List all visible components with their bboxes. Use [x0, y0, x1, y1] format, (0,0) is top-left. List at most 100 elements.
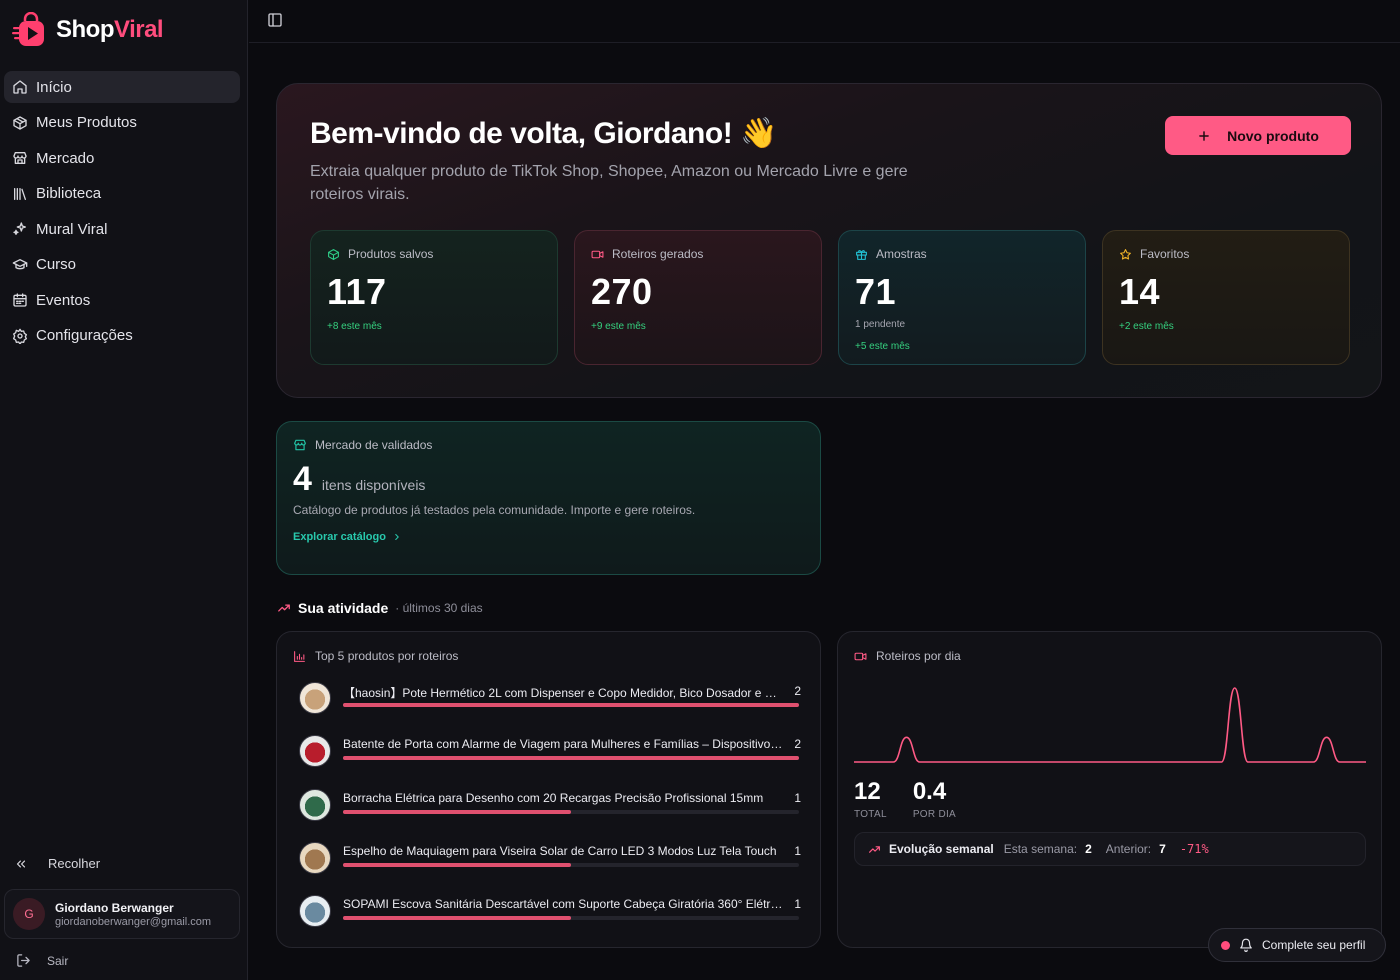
stat-delta: +9 este mês	[591, 321, 646, 332]
sidebar-item-label: Curso	[36, 256, 77, 273]
sidebar: ShopViral Início Meus Produtos Mercado B…	[0, 0, 248, 980]
stat-value: 270	[591, 271, 653, 312]
market-description: Catálogo de produtos já testados pela co…	[293, 503, 696, 517]
product-thumbnail	[299, 895, 331, 928]
product-bar-track	[343, 703, 799, 707]
market-count: 4	[293, 460, 312, 498]
sparkles-icon	[13, 222, 26, 235]
product-bar-track	[343, 756, 799, 761]
video-icon	[591, 250, 604, 258]
product-row[interactable]: Batente de Porta com Alarme de Viagem pa…	[299, 735, 801, 769]
stat-pending: 1 pendente	[855, 319, 906, 330]
sidebar-item-inicio[interactable]: Início	[4, 71, 240, 103]
collapse-button[interactable]: Recolher	[14, 856, 100, 871]
new-product-label: Novo produto	[1227, 127, 1319, 144]
welcome-hero: Bem-vindo de volta, Giordano! 👋 Extraia …	[276, 83, 1382, 398]
sidebar-item-configuracoes[interactable]: Configurações	[4, 320, 240, 352]
previous-label: Anterior:	[1105, 842, 1152, 856]
new-product-button[interactable]: Novo produto	[1165, 116, 1351, 155]
product-row[interactable]: 【haosin】Pote Hermético 2L com Dispenser …	[299, 682, 801, 716]
stat-delta: +5 este mês	[855, 341, 910, 352]
top-products-title: Top 5 produtos por roteiros	[315, 649, 459, 663]
logout-label: Sair	[47, 953, 69, 968]
product-bar-track	[343, 916, 799, 921]
store-icon	[294, 439, 306, 451]
activity-title: Sua atividade	[298, 600, 389, 616]
topbar	[249, 0, 1400, 43]
calendar-icon	[13, 293, 27, 307]
product-row[interactable]: Borracha Elétrica para Desenho com 20 Re…	[299, 788, 801, 823]
top-products-panel: Top 5 produtos por roteiros 【haosin】Pote…	[276, 631, 821, 948]
gift-icon	[856, 249, 867, 260]
status-dot	[1221, 940, 1230, 950]
user-name: Giordano Berwanger	[55, 900, 174, 915]
product-thumbnail	[299, 682, 331, 714]
product-count: 2	[794, 684, 801, 698]
sidebar-item-mercado[interactable]: Mercado	[4, 142, 240, 174]
this-week-value: 2	[1085, 842, 1092, 856]
collapse-label: Recolher	[48, 856, 101, 871]
trending-up-icon	[278, 604, 290, 612]
daily-totals: 12 TOTAL 0.4 POR DIA	[854, 778, 956, 820]
stat-card-produtos-salvos[interactable]: Produtos salvos 117 +8 este mês	[310, 230, 558, 365]
plus-icon	[1199, 130, 1209, 141]
trending-up-icon	[869, 845, 880, 853]
stat-label: Amostras	[876, 247, 927, 261]
sidebar-nav: Início Meus Produtos Mercado Biblioteca …	[4, 71, 240, 355]
product-row[interactable]: Espelho de Maquiagem para Viseira Solar …	[299, 841, 801, 876]
product-thumbnail	[299, 735, 331, 768]
validated-market-card: Mercado de validados 4 itens disponíveis…	[276, 421, 821, 575]
chevrons-left-icon	[16, 860, 26, 867]
explore-catalog-label: Explorar catálogo	[293, 531, 386, 543]
stat-delta: +8 este mês	[327, 321, 382, 332]
sidebar-toggle-icon[interactable]	[267, 12, 283, 28]
per-day-label: POR DIA	[912, 809, 957, 820]
star-icon	[1120, 248, 1131, 260]
product-bar-track	[343, 862, 799, 867]
sidebar-item-label: Biblioteca	[36, 185, 102, 202]
total-label: TOTAL	[854, 809, 887, 820]
user-info: Giordano Berwanger giordanoberwanger@gma…	[55, 901, 211, 928]
stat-card-favoritos[interactable]: Favoritos 14 +2 este mês	[1102, 230, 1350, 365]
product-count: 1	[794, 843, 801, 858]
product-name: Batente de Porta com Alarme de Viagem pa…	[343, 737, 783, 752]
sidebar-item-label: Início	[36, 78, 72, 96]
sidebar-item-eventos[interactable]: Eventos	[4, 284, 240, 316]
product-row[interactable]: SOPAMI Escova Sanitária Descartável com …	[299, 895, 801, 929]
complete-profile-toast[interactable]: Complete seu perfil	[1208, 928, 1386, 962]
sidebar-item-curso[interactable]: Curso	[4, 249, 240, 281]
total-block: 12 TOTAL	[854, 778, 887, 820]
library-icon	[14, 187, 26, 200]
user-card[interactable]: G Giordano Berwanger giordanoberwanger@g…	[4, 889, 240, 939]
home-icon	[13, 80, 27, 94]
logout-button[interactable]: Sair	[16, 953, 68, 968]
product-count: 1	[794, 790, 801, 805]
stat-value: 71	[855, 271, 897, 312]
product-count: 1	[794, 897, 801, 912]
this-week-label: Esta semana:	[1003, 842, 1078, 856]
video-icon	[854, 652, 867, 660]
stat-card-amostras[interactable]: Amostras 71 1 pendente +5 este mês	[838, 230, 1086, 365]
stat-label: Roteiros gerados	[612, 247, 704, 261]
brand[interactable]: ShopViral	[12, 12, 164, 48]
per-day-value: 0.4	[912, 778, 947, 805]
graduation-cap-icon	[12, 258, 28, 269]
sidebar-item-biblioteca[interactable]: Biblioteca	[4, 178, 240, 210]
explore-catalog-link[interactable]: Explorar catálogo	[293, 531, 804, 543]
stat-label: Favoritos	[1140, 247, 1190, 261]
logo-icon	[12, 12, 44, 46]
avatar: G	[13, 898, 45, 930]
sidebar-item-mural-viral[interactable]: Mural Viral	[4, 213, 240, 245]
previous-value: 7	[1159, 842, 1166, 856]
total-value: 12	[854, 778, 881, 805]
sidebar-item-meus-produtos[interactable]: Meus Produtos	[4, 107, 240, 139]
product-thumbnail	[299, 841, 331, 874]
product-bar-fill	[343, 809, 571, 814]
per-day-block: 0.4 POR DIA	[913, 778, 956, 820]
stat-card-roteiros-gerados[interactable]: Roteiros gerados 270 +9 este mês	[574, 230, 822, 365]
daily-scripts-panel: Roteiros por dia 12 TOTAL 0.4 POR DIA Ev…	[837, 631, 1382, 948]
weekly-change: -71%	[1179, 842, 1209, 856]
product-bar-fill	[343, 756, 799, 761]
bar-chart-icon	[294, 650, 305, 662]
sidebar-item-label: Mural Viral	[36, 220, 108, 238]
